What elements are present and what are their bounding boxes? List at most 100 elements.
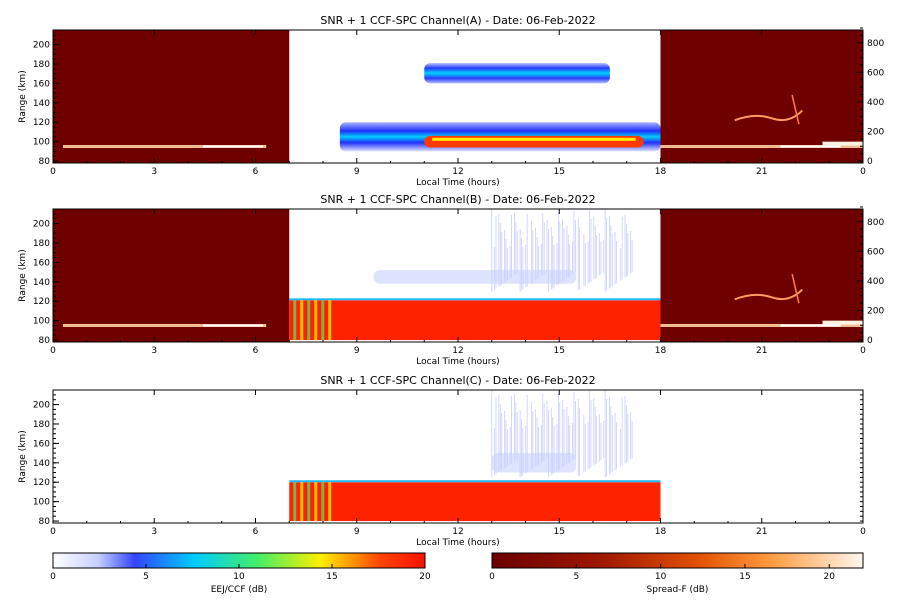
y-tick-label: 160 [33, 79, 50, 89]
x-tick-label: 21 [756, 346, 767, 356]
colorbar-tick-label: 10 [655, 572, 667, 582]
panel-b: 0 3 6 9 12 15 18 21 0801001201401601802000200400… [18, 193, 884, 367]
echo-band [491, 453, 577, 473]
spreadf-echo-bright [822, 141, 863, 146]
echo-band-stripe [328, 300, 332, 341]
echo-band [424, 135, 644, 148]
x-tick-label: 0 [50, 346, 56, 356]
y-tick-label: 100 [33, 498, 50, 508]
x-tick-label: 9 [354, 346, 360, 356]
x-tick-label: 9 [354, 167, 360, 177]
echo-band-stripe [314, 300, 318, 341]
colorbar-tick-label: 15 [326, 572, 337, 582]
y-tick-label: 80 [39, 336, 51, 346]
y-axis-label: Range (km) [18, 249, 28, 301]
right-tick-label: 600 [867, 68, 884, 78]
echo-band-stripe [321, 482, 325, 522]
x-tick-label: 6 [253, 346, 259, 356]
right-tick-label: 200 [867, 127, 884, 137]
spreadf-echo-line [660, 144, 863, 148]
right-tick-label: 400 [867, 277, 884, 287]
echo-band-edge [289, 480, 661, 483]
y-tick-label: 160 [33, 258, 50, 268]
colorbar-label: Spread-F (dB) [647, 585, 709, 595]
echo-band-stripe [307, 300, 311, 341]
spreadf-block [53, 30, 290, 163]
spreadf-plume-stem [791, 94, 800, 125]
echo-band-stripe [321, 300, 325, 341]
colorbar-tick-label: 20 [824, 572, 836, 582]
x-tick-label: 0 [50, 527, 56, 537]
x-tick-label: 15 [554, 167, 565, 177]
x-axis-label: Local Time (hours) [416, 538, 499, 548]
y-axis-label: Range (km) [18, 70, 28, 122]
x-tick-label: 6 [253, 167, 259, 177]
x-tick-label: 18 [655, 527, 667, 537]
spreadf-plume-stem [791, 273, 800, 304]
panel-title: SNR + 1 CCF-SPC Channel(B) - Date: 06-Fe… [320, 193, 595, 206]
spreadf-echo-core [203, 145, 263, 148]
panel-title: SNR + 1 CCF-SPC Channel(C) - Date: 06-Fe… [320, 374, 595, 387]
y-tick-label: 140 [33, 278, 50, 288]
panel-title: SNR + 1 CCF-SPC Channel(A) - Date: 06-Fe… [320, 14, 595, 27]
y-tick-label: 160 [33, 439, 50, 449]
spreadf-echo-line [63, 323, 267, 327]
x-axis-label: Local Time (hours) [416, 178, 499, 188]
spreadf-echo-core [203, 324, 263, 327]
echo-band [424, 63, 610, 84]
y-tick-label: 200 [33, 220, 50, 230]
echo-band-stripe [293, 482, 297, 522]
echo-band-core [432, 137, 636, 141]
colorbar-eej: 0 5 10 15 20 EEJ/CCF (dB) [50, 552, 431, 595]
colorbar-label: EEJ/CCF (dB) [211, 585, 268, 595]
y-tick-label: 180 [33, 60, 50, 70]
x-tick-label: 3 [151, 346, 157, 356]
right-tick-label: 200 [867, 306, 884, 316]
x-tick-label: 18 [655, 167, 667, 177]
colorbar-tick-label: 20 [419, 572, 431, 582]
x-tick-label: 15 [554, 527, 565, 537]
x-tick-label: 21 [756, 527, 767, 537]
spreadf-block [660, 30, 863, 163]
x-tick-label: 12 [452, 346, 463, 356]
spreadf-plume [734, 288, 803, 301]
spreadf-echo-core [780, 145, 841, 148]
y-tick-label: 200 [33, 41, 50, 51]
colorbar-tick-label: 15 [739, 572, 750, 582]
x-tick-label: 18 [655, 346, 667, 356]
spreadf-echo-line [63, 144, 267, 148]
y-tick-label: 120 [33, 297, 50, 307]
echo-band-edge [289, 298, 661, 301]
echo-band-stripe [300, 300, 304, 341]
spreadf-echo-line [660, 323, 863, 327]
y-axis-label: Range (km) [18, 430, 28, 482]
spreadf-block [53, 209, 290, 342]
x-tick-label: 3 [151, 167, 157, 177]
y-tick-label: 200 [33, 401, 50, 411]
panel-a: 0 3 6 9 12 15 18 21 0801001201401601802000200400… [18, 14, 884, 188]
spreadf-echo-core [780, 324, 841, 327]
y-tick-label: 140 [33, 459, 50, 469]
right-tick-label: 800 [867, 39, 884, 49]
colorbar-tick-label: 0 [489, 572, 495, 582]
spreadf-block [660, 209, 863, 342]
x-tick-label: 3 [151, 527, 157, 537]
colorbar-tick-label: 0 [50, 572, 56, 582]
echo-band [373, 270, 577, 284]
colorbar-tick-label: 5 [573, 572, 579, 582]
echo-band [289, 482, 661, 522]
echo-band-stripe [300, 482, 304, 522]
y-tick-label: 180 [33, 239, 50, 249]
x-tick-label: 6 [253, 527, 259, 537]
right-tick-label: 0 [867, 157, 873, 167]
spreadf-plume [734, 109, 803, 122]
colorbar-tick-label: 5 [143, 572, 149, 582]
y-tick-label: 180 [33, 420, 50, 430]
x-tick-label: 9 [354, 527, 360, 537]
echo-band-stripe [307, 482, 311, 522]
x-tick-label: 15 [554, 346, 565, 356]
spreadf-echo-bright [822, 320, 863, 325]
y-tick-label: 140 [33, 99, 50, 109]
